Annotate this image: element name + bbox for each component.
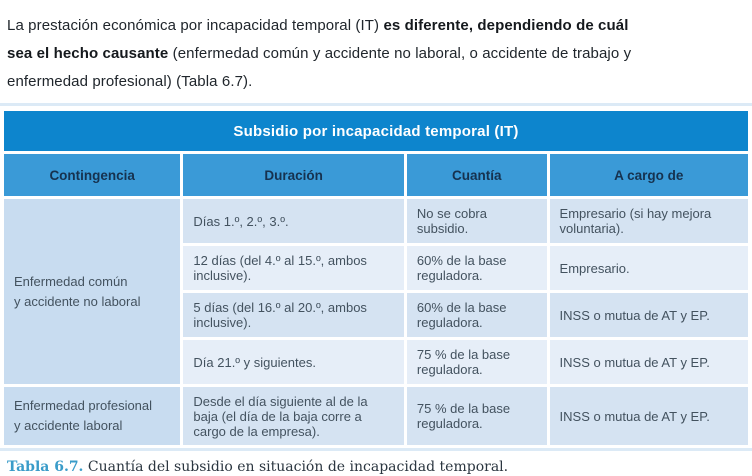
table-row: 5 días (del 16.º al 20.º, ambos inclusiv… [4,293,748,337]
table-row: Enfermedad común y accidente no laboral … [4,199,748,384]
cell-cuantia: 60% de la base reguladora. [406,293,547,337]
cell-cargo: Empresario. [549,246,748,290]
divider-bottom [0,448,752,451]
table-caption: Tabla 6.7. Cuantía del subsidio en situa… [0,451,752,475]
cell-duracion: 12 días (del 4.º al 15.º, ambos inclusiv… [183,246,404,290]
table-row: Día 21.º y siguientes. 75 % de la base r… [4,340,748,384]
cell-cargo: Empresario (si hay mejora voluntaria). [549,199,748,243]
intro-text-1: La prestación económica por incapacidad … [7,17,384,34]
table-title-row: Subsidio por incapacidad temporal (IT) [4,111,748,151]
cell-duracion: Día 21.º y siguientes. [183,340,404,384]
cell-cuantia: 75 % de la base reguladora. [406,340,547,384]
subsidy-table: Subsidio por incapacidad temporal (IT) C… [1,108,751,448]
column-header-row: Contingencia Duración Cuantía A cargo de [4,154,748,196]
intro-text-3: enfermedad profesional) (Tabla 6.7). [7,73,253,90]
intro-bold-2: sea el hecho causante [7,45,173,62]
cell-cuantia: 75 % de la base reguladora. [406,387,547,445]
cell-duracion: Días 1.º, 2.º, 3.º. [183,199,404,243]
col-header-a-cargo-de: A cargo de [549,154,748,196]
table-row: Enfermedad profesional y accidente labor… [4,387,748,445]
intro-text-2: (enfermedad común y accidente no laboral… [172,45,632,62]
col-header-cuantia: Cuantía [406,154,547,196]
intro-paragraph: La prestación económica por incapacidad … [0,0,752,96]
intro-bold-1: es diferente, dependiendo de cuál [383,17,629,34]
caption-label: Tabla 6.7. [7,459,84,475]
divider-top [0,103,752,106]
cell-duracion: 5 días (del 16.º al 20.º, ambos inclusiv… [183,293,404,337]
table-row: 12 días (del 4.º al 15.º, ambos inclusiv… [4,246,748,290]
col-header-contingencia: Contingencia [4,154,181,196]
cell-contingencia-comun: Enfermedad común y accidente no laboral [4,199,181,384]
cell-cargo: INSS o mutua de AT y EP. [549,293,748,337]
cell-cargo: INSS o mutua de AT y EP. [549,387,748,445]
cell-cuantia: 60% de la base reguladora. [406,246,547,290]
cell-duracion: Desde el día siguiente al de la baja (el… [183,387,404,445]
cell-cuantia: No se cobra subsidio. [406,199,547,243]
col-header-duracion: Duración [183,154,404,196]
caption-text: Cuantía del subsidio en situación de inc… [87,459,509,475]
table-title: Subsidio por incapacidad temporal (IT) [4,111,748,151]
cell-cargo: INSS o mutua de AT y EP. [549,340,748,384]
cell-contingencia-profesional: Enfermedad profesional y accidente labor… [4,387,181,445]
